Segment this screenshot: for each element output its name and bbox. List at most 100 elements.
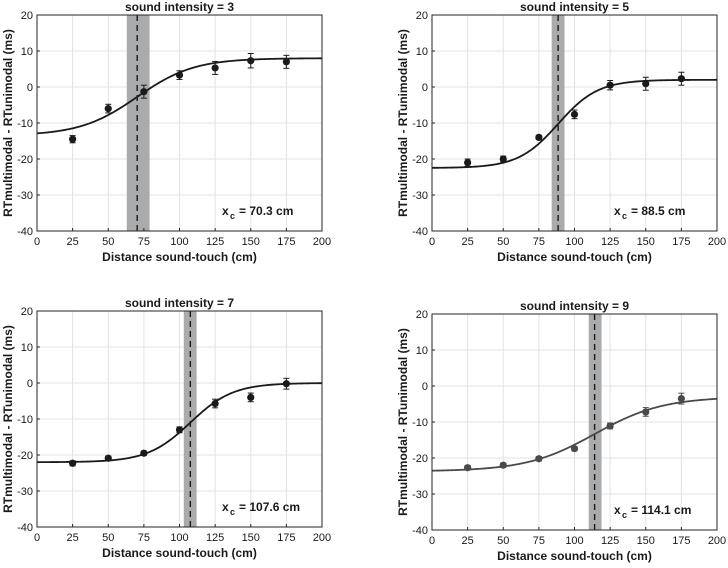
y-tick-label: -30: [17, 190, 33, 202]
y-tick-label: -40: [17, 226, 33, 238]
x-tick-label: 175: [277, 236, 295, 248]
xc-annotation-value: = 107.6 cm: [239, 500, 300, 514]
x-tick-label: 200: [708, 535, 726, 547]
x-tick-label: 25: [67, 236, 79, 248]
sigmoid-fit-line: [431, 78, 717, 169]
x-tick-label: 125: [601, 236, 619, 248]
x-tick-label: 25: [67, 532, 79, 544]
x-tick-label: 0: [34, 532, 40, 544]
x-tick-label: 0: [429, 535, 435, 547]
x-tick-label: 100: [170, 236, 188, 248]
x-tick-label: 150: [242, 236, 260, 248]
x-tick-label: 75: [533, 535, 545, 547]
x-axis-label: Distance sound-touch (cm): [102, 250, 257, 264]
xc-annotation-subscript: c: [622, 211, 627, 221]
data-point: [282, 380, 290, 388]
x-tick-label: 175: [672, 236, 690, 248]
data-point: [104, 454, 112, 462]
data-point: [247, 57, 255, 65]
xc-annotation-symbol: x: [614, 204, 621, 218]
xc-annotation-value: = 70.3 cm: [239, 204, 293, 218]
y-tick-label: -10: [412, 118, 428, 130]
x-tick-label: 50: [102, 236, 114, 248]
xc-annotation-value: = 88.5 cm: [631, 204, 685, 218]
y-tick-label: -10: [412, 417, 428, 429]
y-tick-label: -20: [412, 154, 428, 166]
data-point: [140, 88, 148, 96]
data-point: [535, 133, 543, 141]
y-tick-label: -40: [412, 226, 428, 238]
x-tick-label: 200: [708, 236, 726, 248]
data-point: [606, 81, 614, 89]
data-point: [104, 105, 112, 113]
y-axis-label: RTmultimodal - RTunimodal (ms): [396, 328, 410, 516]
y-axis-label: RTmultimodal - RTunimodal (ms): [396, 29, 410, 217]
x-tick-label: 150: [637, 535, 655, 547]
data-point: [140, 449, 148, 457]
x-axis-label: Distance sound-touch (cm): [497, 250, 652, 264]
xc-annotation-subscript: c: [622, 510, 627, 520]
x-tick-label: 25: [462, 535, 474, 547]
x-tick-label: 100: [170, 532, 188, 544]
y-tick-label: 10: [416, 345, 428, 357]
y-tick-label: 0: [422, 381, 428, 393]
data-point: [175, 71, 184, 79]
y-tick-label: 20: [21, 10, 33, 22]
x-tick-label: 150: [242, 532, 260, 544]
x-tick-label: 150: [637, 236, 655, 248]
data-point: [677, 75, 685, 83]
data-point: [69, 459, 77, 467]
data-point: [69, 135, 77, 143]
y-tick-label: -20: [17, 450, 33, 462]
xc-confidence-band: [588, 314, 602, 530]
data-point: [642, 408, 650, 416]
data-point: [464, 159, 472, 167]
y-tick-label: 10: [21, 342, 33, 354]
y-axis-label: RTmultimodal - RTunimodal (ms): [1, 325, 15, 513]
x-tick-label: 125: [206, 236, 224, 248]
x-tick-label: 100: [565, 535, 583, 547]
x-tick-label: 175: [672, 535, 690, 547]
xc-annotation-symbol: x: [222, 500, 229, 514]
x-tick-label: 50: [102, 532, 114, 544]
data-point: [211, 64, 219, 72]
data-point: [677, 395, 685, 403]
y-tick-label: -30: [412, 489, 428, 501]
data-point: [282, 58, 290, 66]
y-tick-label: -30: [17, 486, 33, 498]
y-tick-label: 10: [416, 46, 428, 58]
y-tick-label: -20: [17, 154, 33, 166]
y-tick-label: 0: [27, 378, 33, 390]
x-tick-label: 50: [497, 535, 509, 547]
y-tick-label: -40: [412, 525, 428, 537]
y-axis-label: RTmultimodal - RTunimodal (ms): [1, 29, 15, 217]
x-tick-label: 175: [277, 532, 295, 544]
xc-confidence-band: [126, 15, 150, 231]
x-tick-label: 200: [313, 236, 331, 248]
data-point: [499, 461, 507, 469]
x-tick-label: 75: [138, 532, 150, 544]
y-tick-label: 20: [416, 309, 428, 321]
x-tick-label: 125: [206, 532, 224, 544]
data-point: [570, 445, 579, 453]
y-tick-label: 20: [416, 10, 428, 22]
y-tick-label: 0: [422, 82, 428, 94]
x-tick-label: 100: [565, 236, 583, 248]
xc-annotation-symbol: x: [614, 503, 621, 517]
y-tick-label: -10: [17, 414, 33, 426]
data-point: [642, 80, 650, 88]
data-point: [570, 110, 579, 118]
y-tick-label: -10: [17, 118, 33, 130]
chart-title: sound intensity = 9: [520, 299, 629, 313]
data-point: [247, 393, 255, 401]
x-tick-label: 75: [533, 236, 545, 248]
x-tick-label: 200: [313, 532, 331, 544]
xc-annotation-symbol: x: [222, 204, 229, 218]
chart-title: sound intensity = 3: [125, 0, 234, 14]
y-tick-label: -20: [412, 453, 428, 465]
data-point: [211, 399, 219, 408]
y-tick-label: 20: [21, 306, 33, 318]
y-tick-label: 0: [27, 82, 33, 94]
chart-panel-3: 0 25 50 75 100 125 150 175 200 -40 -30 -20 -10 0 10 20 s…: [1, 296, 331, 560]
x-tick-label: 0: [34, 236, 40, 248]
